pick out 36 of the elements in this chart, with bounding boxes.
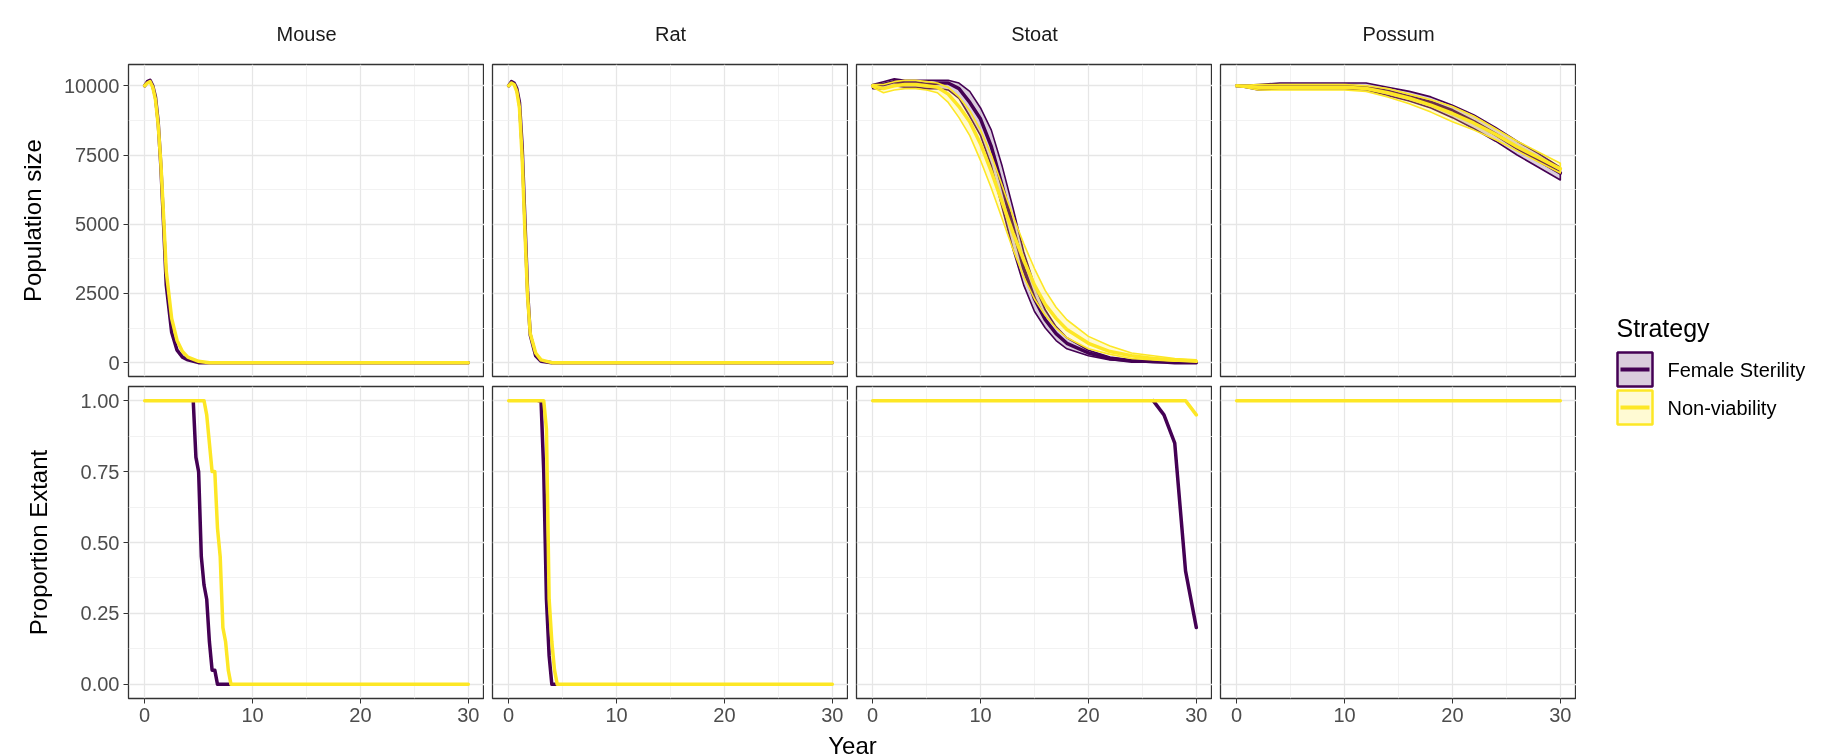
- y-axis-title: Proportion Extant: [24, 449, 52, 636]
- y-tick-label: 0.00: [80, 673, 120, 696]
- x-tick-label: 0: [503, 703, 515, 726]
- x-tick-label: 30: [1549, 703, 1572, 726]
- y-tick-label: 1.00: [80, 389, 120, 412]
- x-tick-label: 10: [241, 703, 264, 726]
- y-tick-label: 2500: [75, 282, 120, 305]
- y-tick-label: 5000: [75, 213, 120, 236]
- chart-title: Mouse: [276, 22, 337, 45]
- x-tick-label: 20: [713, 703, 736, 726]
- y-axis-title: Population size: [18, 139, 46, 302]
- legend-label: Female Sterility: [1667, 358, 1806, 381]
- x-tick-label: 10: [1333, 703, 1356, 726]
- legend-label: Non-viability: [1667, 396, 1777, 419]
- chart-title: Possum: [1362, 22, 1435, 45]
- x-tick-label: 20: [349, 703, 372, 726]
- x-tick-label: 30: [821, 703, 844, 726]
- chart-title: Rat: [654, 22, 687, 45]
- x-tick-label: 0: [139, 703, 151, 726]
- y-tick-label: 0.50: [80, 531, 120, 554]
- y-tick-label: 7500: [75, 144, 120, 167]
- x-tick-label: 30: [457, 703, 480, 726]
- y-tick-label: 0: [108, 351, 120, 374]
- x-tick-label: 10: [605, 703, 628, 726]
- y-tick-label: 10000: [63, 74, 120, 97]
- x-tick-label: 0: [1231, 703, 1243, 726]
- legend-title: Strategy: [1616, 313, 1711, 342]
- x-tick-label: 20: [1441, 703, 1464, 726]
- x-axis-title: Year: [828, 732, 877, 755]
- x-tick-label: 10: [969, 703, 992, 726]
- x-tick-label: 30: [1185, 703, 1208, 726]
- chart-title: Stoat: [1011, 22, 1059, 45]
- y-tick-label: 0.25: [80, 602, 120, 625]
- y-tick-label: 0.75: [80, 460, 120, 483]
- x-tick-label: 0: [867, 703, 879, 726]
- x-tick-label: 20: [1077, 703, 1100, 726]
